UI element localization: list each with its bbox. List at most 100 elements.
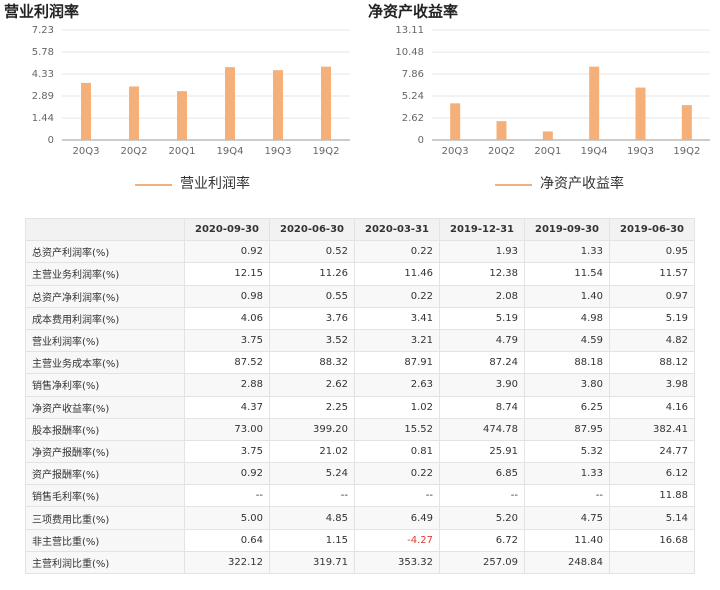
cell: 3.90 bbox=[439, 373, 525, 397]
cell: 11.54 bbox=[524, 262, 610, 286]
corner-cell bbox=[25, 217, 185, 242]
x-tick-label: 19Q4 bbox=[217, 146, 244, 157]
y-tick-label: 10.48 bbox=[395, 47, 424, 58]
y-tick-label: 5.78 bbox=[32, 47, 54, 58]
cell: 6.49 bbox=[354, 506, 440, 530]
cell: -4.27 bbox=[354, 528, 440, 552]
chart-title: 营业利润率 bbox=[4, 3, 79, 21]
table-row: 三项费用比重(%) 5.00 4.85 6.49 5.20 4.75 5.14 bbox=[25, 506, 695, 530]
row-label: 总资产净利润率(%) bbox=[25, 284, 185, 308]
bar bbox=[635, 87, 646, 140]
column-header: 2019-09-30 bbox=[524, 217, 610, 242]
y-tick-label: 2.89 bbox=[32, 91, 54, 102]
cell: 0.81 bbox=[354, 439, 440, 464]
cell: 87.52 bbox=[184, 351, 270, 375]
cell: 12.38 bbox=[439, 262, 525, 286]
cell: 11.26 bbox=[269, 262, 355, 286]
table-row: 营业利润率(%) 3.75 3.52 3.21 4.79 4.59 4.82 bbox=[25, 328, 695, 353]
column-header: 2020-06-30 bbox=[269, 217, 355, 242]
cell: 6.12 bbox=[609, 462, 695, 486]
cell: 0.52 bbox=[269, 240, 355, 264]
cell: 11.46 bbox=[354, 262, 440, 286]
cell: 4.06 bbox=[184, 306, 270, 330]
cell: 87.95 bbox=[524, 417, 610, 441]
cell: 4.75 bbox=[524, 506, 610, 530]
header-row: 2020-09-30 2020-06-30 2020-03-31 2019-12-31… bbox=[25, 217, 695, 242]
cell: 11.57 bbox=[609, 262, 695, 286]
row-label: 主营业务利润率(%) bbox=[25, 262, 185, 286]
cell: 1.93 bbox=[439, 240, 525, 264]
y-tick-label: 7.86 bbox=[402, 69, 424, 80]
cell: 0.98 bbox=[184, 284, 270, 308]
cell: 4.59 bbox=[524, 328, 610, 353]
table-row: 销售净利率(%) 2.88 2.62 2.63 3.90 3.80 3.98 bbox=[25, 373, 695, 397]
cell: 0.22 bbox=[354, 240, 440, 264]
cell: 322.12 bbox=[184, 550, 270, 575]
cell: -- bbox=[524, 484, 610, 508]
cell: 73.00 bbox=[184, 417, 270, 441]
y-tick-label: 13.11 bbox=[395, 25, 424, 36]
row-label: 主营业务成本率(%) bbox=[25, 351, 185, 375]
cell: 1.40 bbox=[524, 284, 610, 308]
bar bbox=[496, 121, 507, 140]
cell: 1.02 bbox=[354, 395, 440, 419]
cell: 8.74 bbox=[439, 395, 525, 419]
cell: 353.32 bbox=[354, 550, 440, 575]
column-header: 2020-03-31 bbox=[354, 217, 440, 242]
row-label: 销售净利率(%) bbox=[25, 373, 185, 397]
chart-title: 净资产收益率 bbox=[368, 3, 458, 21]
cell: 15.52 bbox=[354, 417, 440, 441]
y-tick-label: 1.44 bbox=[32, 113, 54, 124]
cell: 3.98 bbox=[609, 373, 695, 397]
cell: 0.64 bbox=[184, 528, 270, 552]
cell: 5.14 bbox=[609, 506, 695, 530]
cell: 3.80 bbox=[524, 373, 610, 397]
data-table: 2020-09-30 2020-06-30 2020-03-31 2019-12-31… bbox=[25, 217, 695, 575]
table-row: 净资产收益率(%) 4.37 2.25 1.02 8.74 6.25 4.16 bbox=[25, 395, 695, 419]
bar bbox=[321, 66, 331, 140]
cell: 2.88 bbox=[184, 373, 270, 397]
cell: 1.33 bbox=[524, 240, 610, 264]
cell: 0.92 bbox=[184, 462, 270, 486]
cell: 474.78 bbox=[439, 417, 525, 441]
bar bbox=[273, 70, 283, 140]
cell: 2.25 bbox=[269, 395, 355, 419]
x-tick-label: 20Q1 bbox=[534, 146, 561, 157]
chart: 净资产收益率 0 2.62 5.24 7.86 10.48 13.11 20Q3 20Q2 20Q… bbox=[368, 3, 710, 192]
column-header: 2020-09-30 bbox=[184, 217, 270, 242]
cell: 1.33 bbox=[524, 462, 610, 486]
bar bbox=[81, 82, 91, 140]
row-label: 资产报酬率(%) bbox=[25, 462, 185, 486]
cell: 11.88 bbox=[609, 484, 695, 508]
cell: 5.00 bbox=[184, 506, 270, 530]
bar bbox=[542, 131, 553, 140]
cell: 21.02 bbox=[269, 439, 355, 464]
cell: 5.19 bbox=[609, 306, 695, 330]
cell: 319.71 bbox=[269, 550, 355, 575]
cell: 3.76 bbox=[269, 306, 355, 330]
cell: 1.15 bbox=[269, 528, 355, 552]
cell: 4.37 bbox=[184, 395, 270, 419]
table-row: 成本费用利润率(%) 4.06 3.76 3.41 5.19 4.98 5.19 bbox=[25, 306, 695, 330]
cell: -- bbox=[184, 484, 270, 508]
row-label: 非主营比重(%) bbox=[25, 528, 185, 552]
legend-label: 净资产收益率 bbox=[540, 175, 624, 192]
cell: 4.85 bbox=[269, 506, 355, 530]
cell: 0.22 bbox=[354, 462, 440, 486]
row-label: 营业利润率(%) bbox=[25, 328, 185, 353]
cell: 5.24 bbox=[269, 462, 355, 486]
row-label: 净资产收益率(%) bbox=[25, 395, 185, 419]
cell: 87.91 bbox=[354, 351, 440, 375]
table-row: 主营业务利润率(%) 12.15 11.26 11.46 12.38 11.54 11.57 bbox=[25, 262, 695, 286]
cell: -- bbox=[354, 484, 440, 508]
cell: 2.63 bbox=[354, 373, 440, 397]
cell: 5.32 bbox=[524, 439, 610, 464]
cell: 3.75 bbox=[184, 439, 270, 464]
cell: 2.62 bbox=[269, 373, 355, 397]
bar bbox=[681, 105, 692, 140]
cell: -- bbox=[439, 484, 525, 508]
cell: 3.21 bbox=[354, 328, 440, 353]
y-tick-label: 0 bbox=[418, 135, 424, 146]
table-row: 销售毛利率(%) -- -- -- -- -- 11.88 bbox=[25, 484, 695, 508]
